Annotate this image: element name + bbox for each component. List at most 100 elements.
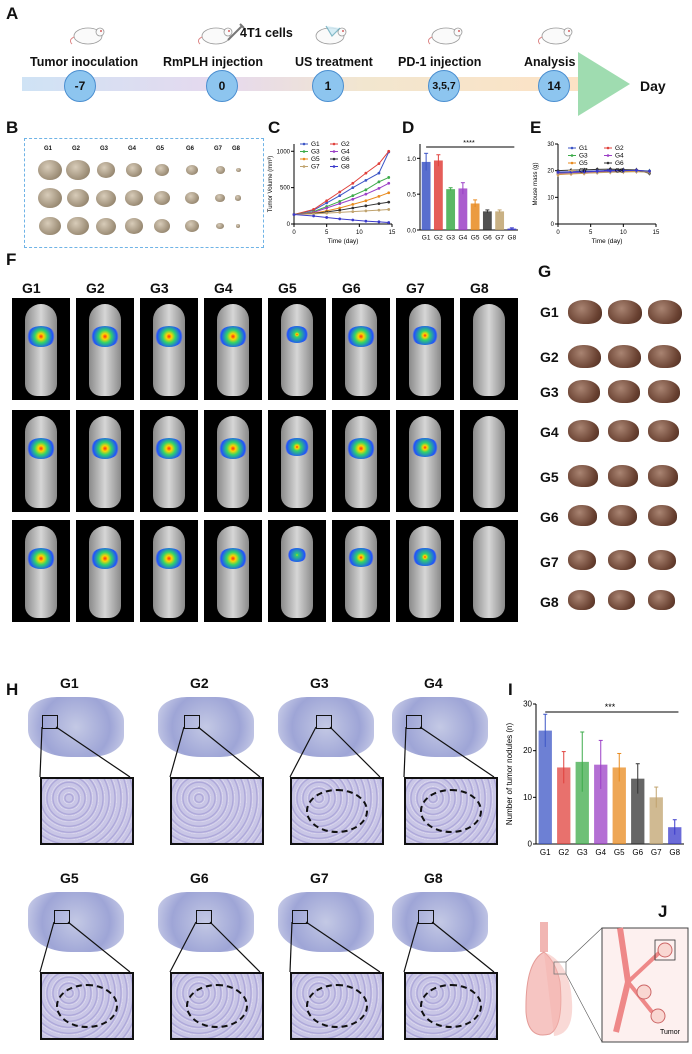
ivis-group-label-g1: G1 (22, 280, 41, 296)
legend-entry-g8: G8 (341, 164, 350, 171)
data-point-g2 (325, 199, 329, 203)
x-tick-label: 15 (389, 230, 396, 236)
data-point-g8 (338, 217, 342, 221)
lung-section (158, 697, 254, 757)
series-line-g8 (293, 214, 389, 224)
data-point-g3 (364, 188, 368, 192)
data-point-g3 (387, 176, 391, 179)
signal-hotspot (26, 438, 56, 459)
y-tick-label: 500 (280, 186, 291, 192)
connector-line (197, 726, 261, 778)
tumor-nodules-bar-chart: 0 10 20 30 G1 G2 G3 G4 G5 G6 G7 G8 *** Number of tumo… (505, 700, 684, 857)
lung-photo (608, 590, 635, 610)
mouse-body (345, 416, 377, 508)
panel-label-g: G (538, 262, 552, 281)
bioluminescence-image-g2 (76, 520, 134, 622)
zoom-connector (289, 726, 381, 778)
data-point-g2 (387, 149, 391, 153)
data-point-g1 (377, 171, 381, 175)
series-line-g3 (293, 176, 389, 216)
x-tick-label-g8: G8 (508, 235, 517, 242)
cells-label: 4T1 cells (240, 26, 293, 40)
mouse-body (89, 416, 121, 508)
connector-line (169, 921, 197, 973)
bioluminescence-image-g4 (204, 520, 262, 622)
tumor-photo-label-g6: G6 (186, 146, 195, 152)
data-point-g7 (312, 212, 315, 216)
ivis-group-label-g4: G4 (214, 280, 233, 296)
tumor-photo-label-g4: G4 (128, 146, 137, 152)
connector-line (329, 726, 381, 778)
series-line-g1 (293, 151, 390, 216)
legend-marker (302, 165, 306, 168)
lung-section (278, 892, 374, 952)
y-tick-label: 20 (523, 746, 532, 755)
data-point-g3 (338, 200, 342, 203)
data-point-g8 (648, 169, 651, 173)
signal-hotspot (90, 438, 120, 459)
data-point-g2 (364, 171, 368, 175)
x-tick-label-g1: G1 (422, 235, 431, 242)
zoom-region-box (316, 715, 332, 729)
day-circle-14: 14 (538, 70, 570, 102)
histology-label-g2: G2 (190, 675, 209, 691)
tumor-photo (38, 159, 62, 181)
step-tumor-inoculation: Tumor inoculation (30, 55, 139, 69)
lung-group-label-g5: G5 (540, 469, 559, 485)
legend-marker (332, 150, 336, 153)
zoom-region-box (406, 715, 422, 729)
data-point-g4 (387, 181, 391, 185)
connector-line (305, 921, 381, 973)
x-tick-label: 5 (325, 230, 329, 236)
legend-marker (332, 165, 336, 168)
x-tick-label-g7: G7 (651, 848, 662, 857)
legend-marker (302, 150, 306, 153)
legend-marker (570, 146, 574, 150)
connector-line (403, 726, 407, 778)
legend-entry-g3: G3 (579, 153, 588, 160)
zoom-region-box (54, 910, 70, 924)
lung-photo (648, 505, 677, 526)
panel-label-b: B (6, 118, 19, 137)
zoomed-histology (170, 972, 264, 1040)
zoomed-histology (170, 777, 264, 845)
legend-entry-g3: G3 (311, 149, 320, 156)
tumor-photo (67, 216, 89, 236)
x-tick-label-g3: G3 (577, 848, 588, 857)
lung-group-label-g8: G8 (540, 594, 559, 610)
y-axis-label: Mouse mass (g) (533, 162, 539, 205)
series-line-g7 (557, 171, 650, 175)
signal-hotspot (286, 548, 308, 563)
legend-marker (302, 157, 306, 161)
data-point-g8 (621, 169, 625, 173)
data-point-g2 (312, 208, 315, 211)
signal-hotspot (412, 548, 438, 566)
zoom-region-box (184, 715, 200, 729)
y-tick-label: 0.5 (407, 192, 416, 199)
data-point-g4 (377, 186, 381, 190)
mouse-body (89, 526, 121, 618)
connector-line (289, 726, 317, 778)
x-tick-label-g6: G6 (483, 235, 492, 242)
panel-label-c: C (268, 118, 281, 137)
signal-hotspot (283, 438, 311, 457)
legend-marker (606, 146, 610, 150)
tumor-photo (39, 216, 61, 236)
x-tick-label-g3: G3 (446, 235, 455, 242)
tumor-photo (125, 218, 143, 234)
legend-marker (606, 161, 610, 165)
tumor-photo-label-g5: G5 (156, 146, 165, 152)
timeline-bar (22, 77, 592, 91)
lung-photo (568, 550, 596, 571)
lung-photo (648, 380, 680, 403)
signal-hotspot (285, 326, 309, 343)
data-point-g7 (364, 209, 368, 213)
panel-label-e: E (530, 118, 542, 137)
y-tick-label: 20 (547, 169, 554, 175)
lung-group-label-g7: G7 (540, 554, 559, 570)
tumor-photo (215, 193, 225, 203)
tumor-photo (126, 163, 142, 177)
mouse-icon-2 (198, 27, 233, 45)
mouse-body (473, 416, 505, 508)
data-point-g8 (325, 216, 329, 219)
